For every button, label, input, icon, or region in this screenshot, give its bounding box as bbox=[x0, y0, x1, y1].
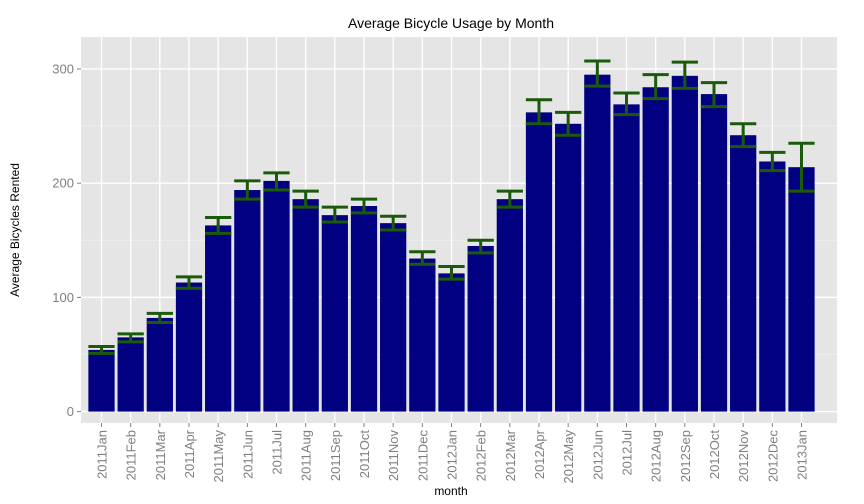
error-bar bbox=[350, 197, 378, 215]
bar bbox=[584, 74, 611, 412]
x-tick-label: 2012Nov bbox=[736, 430, 751, 483]
bar bbox=[263, 180, 290, 412]
x-tick-label: 2013Jan bbox=[795, 430, 810, 480]
x-tick-label: 2012May bbox=[561, 430, 576, 484]
y-tick-label: 100 bbox=[52, 290, 74, 305]
error-bar bbox=[467, 238, 494, 255]
x-tick-label: 2011Apr bbox=[182, 429, 197, 478]
bar bbox=[555, 123, 582, 412]
y-tick-label: 300 bbox=[52, 61, 74, 76]
x-tick-label: 2012Dec bbox=[765, 430, 780, 483]
error-bar bbox=[409, 250, 436, 266]
bar bbox=[146, 317, 173, 412]
bar bbox=[234, 190, 261, 412]
x-tick-label: 2012Apr bbox=[532, 429, 547, 479]
bar bbox=[117, 337, 144, 412]
x-tick-label: 2012Mar bbox=[503, 429, 518, 481]
bar bbox=[175, 282, 203, 412]
y-axis-title: Average Bicycles Rented bbox=[8, 163, 22, 297]
error-bars bbox=[88, 59, 815, 355]
bar bbox=[730, 135, 757, 412]
error-bar bbox=[175, 275, 203, 290]
x-tick-label: 2011Aug bbox=[299, 430, 314, 481]
x-tick-label: 2011May bbox=[211, 430, 226, 483]
y-tick-label: 0 bbox=[67, 404, 74, 419]
error-bar bbox=[496, 189, 523, 209]
error-bar bbox=[263, 171, 290, 192]
x-tick-label: 2011Jul bbox=[270, 430, 285, 475]
y-tick-label: 200 bbox=[52, 176, 74, 191]
y-axis: 0 100 200 300 bbox=[52, 61, 81, 419]
error-bar bbox=[700, 81, 728, 109]
bar bbox=[88, 349, 115, 412]
bar bbox=[525, 112, 553, 412]
x-tick-label: 2011Sep bbox=[328, 430, 343, 481]
bar bbox=[642, 87, 669, 412]
bars bbox=[88, 74, 815, 412]
bar bbox=[759, 161, 786, 412]
x-tick-label: 2011Feb bbox=[124, 430, 139, 480]
x-tick-label: 2011Dec bbox=[415, 430, 430, 482]
error-bar bbox=[117, 332, 144, 344]
error-bar bbox=[759, 150, 786, 173]
x-tick-label: 2012Jan bbox=[445, 430, 460, 480]
bar bbox=[350, 206, 378, 412]
bar bbox=[409, 258, 436, 412]
x-tick-label: 2011Jun bbox=[240, 430, 255, 479]
x-tick-label: 2011Jan bbox=[95, 430, 110, 479]
x-tick-label: 2012Aug bbox=[649, 430, 664, 482]
error-bar bbox=[380, 214, 407, 232]
x-tick-label: 2012Sep bbox=[678, 430, 693, 482]
error-bar bbox=[438, 265, 465, 281]
x-tick-label: 2011Oct bbox=[357, 430, 372, 479]
bar bbox=[467, 245, 494, 412]
error-bar bbox=[613, 91, 640, 117]
bar bbox=[205, 225, 232, 412]
error-bar bbox=[555, 110, 582, 137]
bar bbox=[671, 75, 698, 412]
x-tick-label: 2011Nov bbox=[386, 430, 401, 482]
bar bbox=[321, 215, 348, 412]
bar bbox=[496, 199, 523, 412]
error-bar bbox=[234, 179, 261, 201]
x-axis-title: month bbox=[434, 484, 467, 498]
error-bar bbox=[205, 215, 232, 235]
error-bar bbox=[671, 60, 698, 90]
x-tick-label: 2012Feb bbox=[474, 430, 489, 481]
bar bbox=[788, 167, 815, 412]
error-bar bbox=[292, 189, 319, 209]
error-bar bbox=[88, 344, 115, 355]
x-tick-label: 2011Mar bbox=[153, 429, 168, 480]
bar bbox=[700, 94, 728, 412]
error-bar bbox=[642, 73, 669, 101]
x-tick-label: 2012Jul bbox=[620, 430, 635, 476]
bar bbox=[613, 104, 640, 412]
error-bar bbox=[525, 98, 553, 126]
bar bbox=[292, 199, 319, 412]
x-tick-label: 2012Oct bbox=[707, 430, 722, 480]
x-tick-label: 2012Jun bbox=[590, 430, 605, 480]
error-bar bbox=[730, 122, 757, 149]
error-bar bbox=[584, 59, 611, 88]
bar bbox=[438, 273, 465, 412]
error-bar bbox=[788, 141, 815, 193]
bar bbox=[380, 223, 407, 412]
error-bar bbox=[146, 311, 173, 325]
chart-title: Average Bicycle Usage by Month bbox=[348, 15, 554, 31]
x-axis: 2011Jan 2011Feb 2011Mar 2011Apr 2011May 2011J… bbox=[95, 423, 810, 483]
error-bar bbox=[321, 205, 348, 224]
